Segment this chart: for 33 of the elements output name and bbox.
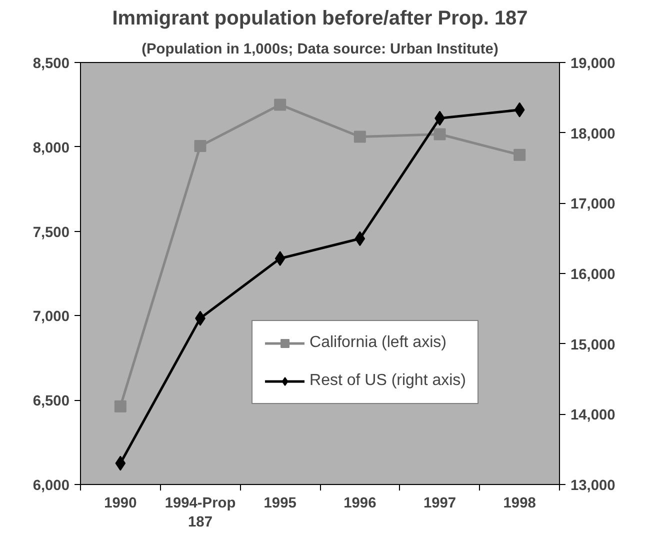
x-tick-label: 1994-Prop 187 <box>164 496 236 531</box>
x-tick-label: 1997 <box>423 496 456 512</box>
x-tick-label: 1990 <box>104 496 137 512</box>
y-tick-label: 7,000 <box>32 309 70 326</box>
legend-label: California (left axis) <box>310 334 446 352</box>
y2-tick-label: 14,000 <box>570 408 616 424</box>
x-tick-label: 1998 <box>503 496 536 512</box>
x-tick-label: 1995 <box>264 496 296 512</box>
y2-tick-label: 16,000 <box>570 267 616 283</box>
y-tick-label: 8,000 <box>32 140 70 156</box>
chart-title: Immigrant population before/after Prop. 187 <box>112 8 528 30</box>
y2-tick-label: 19,000 <box>570 56 616 72</box>
y-tick-label: 6,500 <box>32 394 70 410</box>
y-tick-label: 7,500 <box>32 224 70 241</box>
point <box>115 456 126 471</box>
chart-subtitle: (Population in 1,000s; Data source: Urban Institute) <box>142 42 498 58</box>
point <box>354 130 366 143</box>
x-tick-label: 1996 <box>344 496 376 512</box>
point <box>274 98 286 111</box>
y-tick-label: 8,500 <box>32 56 70 72</box>
point <box>514 148 526 161</box>
y2-tick-label: 15,000 <box>570 337 616 354</box>
point <box>514 102 525 118</box>
point <box>434 128 446 140</box>
legend-label: Rest of US (right axis) <box>310 372 466 390</box>
point <box>354 231 366 246</box>
y2-tick-label: 18,000 <box>570 126 616 142</box>
point <box>114 400 126 412</box>
y2-tick-label: 17,000 <box>570 196 616 213</box>
point <box>274 251 286 266</box>
y-tick-label: 6,000 <box>32 478 70 494</box>
y2-tick-label: 13,000 <box>570 478 616 494</box>
point <box>194 140 206 152</box>
